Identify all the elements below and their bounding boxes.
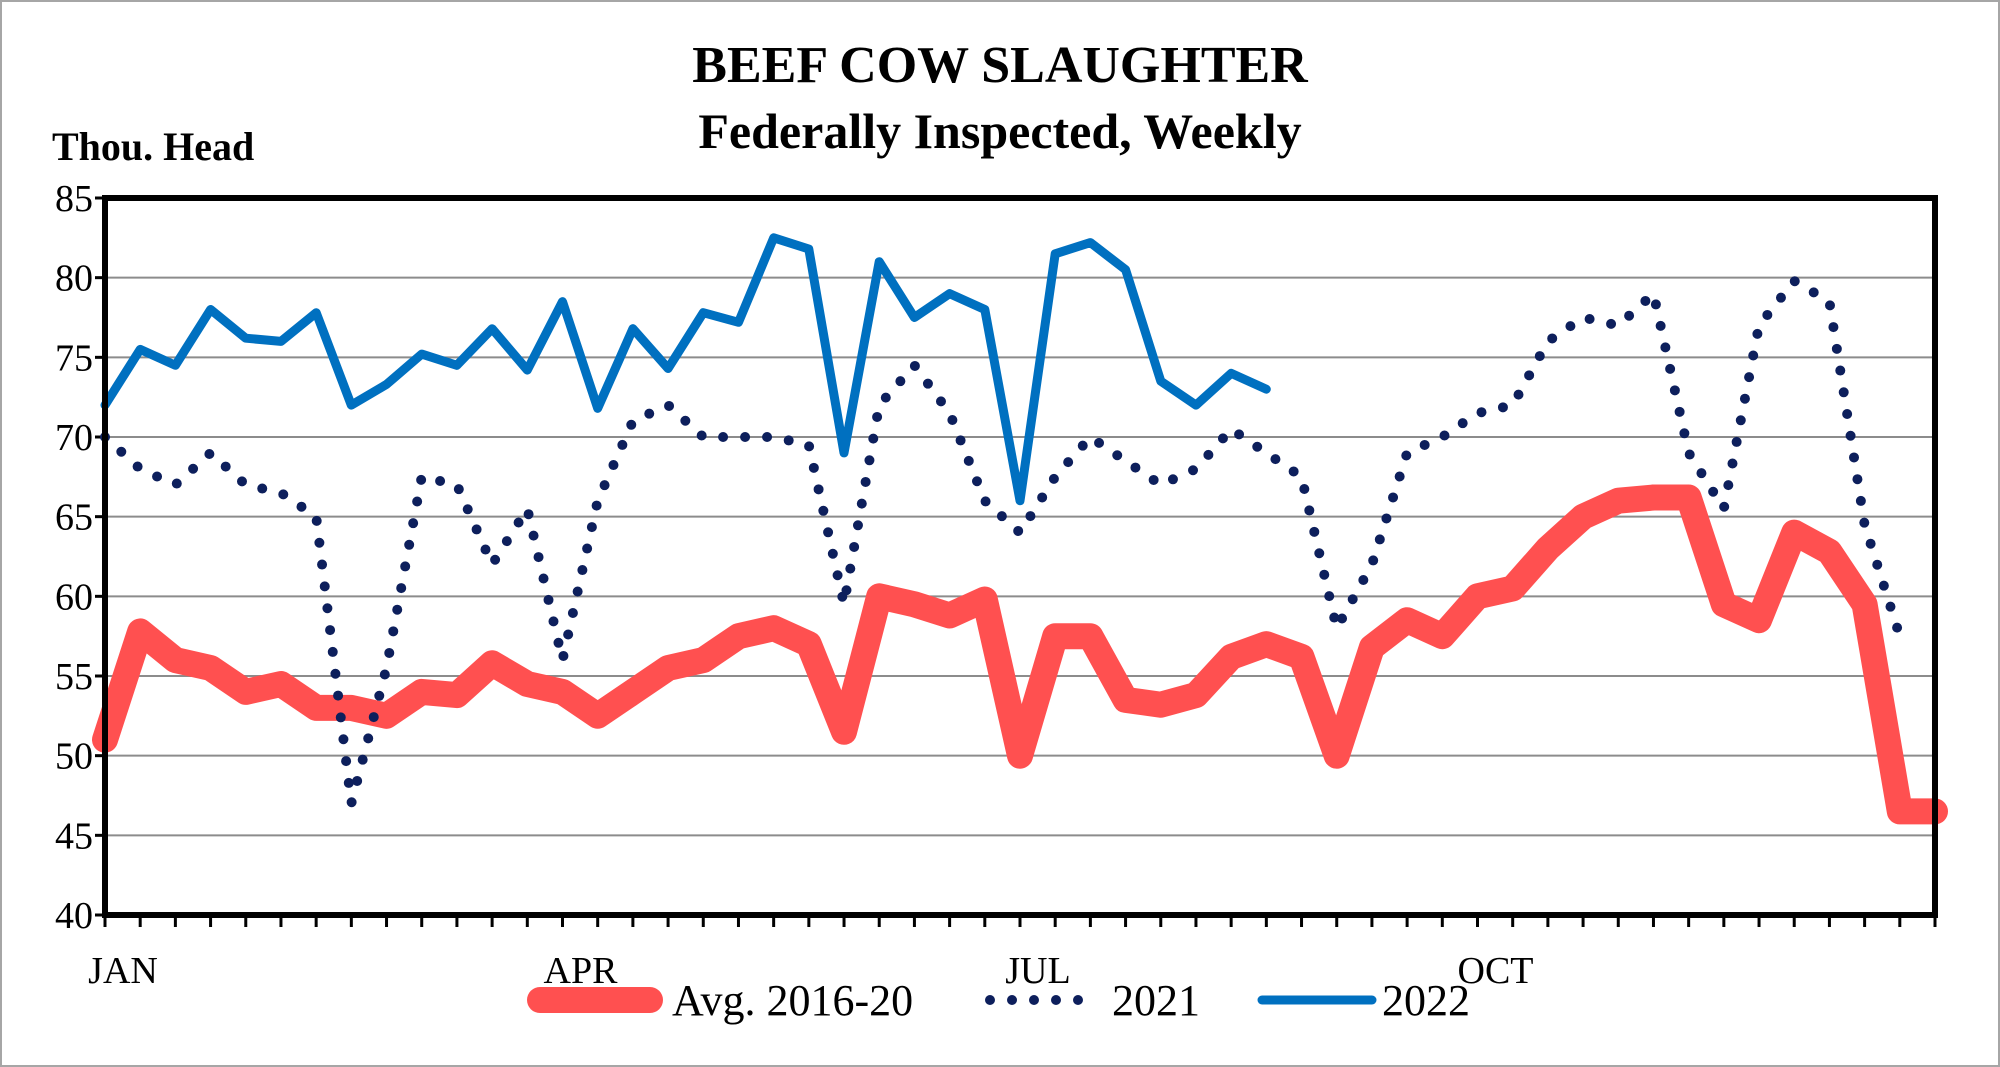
x-month-label: JAN [88, 950, 158, 992]
series-line-2022 [100, 233, 1271, 506]
legend-label: Avg. 2016-20 [672, 976, 913, 1025]
chart-title: BEEF COW SLAUGHTER [692, 37, 1309, 94]
y-axis-ticks: 40 45 50 55 60 65 70 75 80 85 [55, 178, 105, 937]
y-axis-label: Thou. Head [52, 124, 254, 169]
y-tick-label: 40 [55, 895, 93, 937]
x-month-label: JUL [1005, 950, 1070, 992]
y-tick-label: 60 [55, 576, 93, 618]
x-month-label: APR [544, 950, 619, 992]
gridlines [105, 276, 1935, 837]
series-line-avg-2016-20 [92, 484, 1948, 825]
y-tick-label: 50 [55, 736, 93, 778]
x-month-label: OCT [1458, 950, 1534, 992]
y-tick-label: 45 [55, 815, 93, 857]
y-tick-label: 75 [55, 337, 93, 379]
legend-label: 2021 [1112, 976, 1200, 1025]
legend: Avg. 2016-20 2021 2022 [527, 976, 1470, 1025]
y-tick-label: 65 [55, 497, 93, 539]
series-line-2021 [100, 275, 1905, 809]
y-tick-label: 70 [55, 417, 93, 459]
legend-label: 2022 [1382, 976, 1470, 1025]
chart-subtitle: Federally Inspected, Weekly [698, 103, 1301, 159]
y-tick-label: 80 [55, 258, 93, 300]
series-layer [92, 233, 1948, 825]
plot-area-border [102, 195, 1938, 918]
y-tick-label: 85 [55, 178, 93, 220]
x-axis-ticks: JAN APR JUL OCT [88, 915, 1937, 992]
y-tick-label: 55 [55, 656, 93, 698]
